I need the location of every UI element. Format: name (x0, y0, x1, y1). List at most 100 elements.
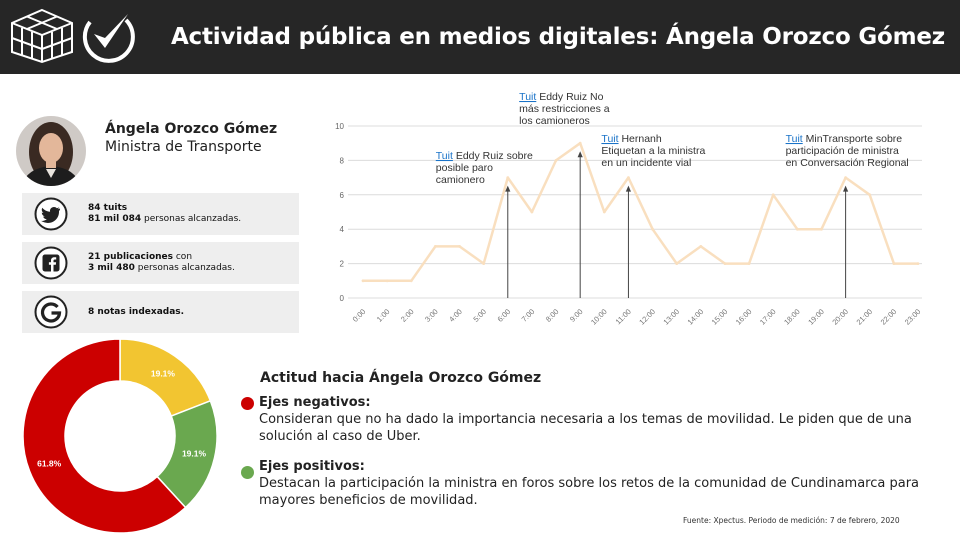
x-tick-label: 9:00 (568, 307, 585, 324)
negative-axes-text: Consideran que no ha dado la importancia… (259, 412, 912, 444)
data-point (699, 245, 703, 248)
annotation-text: en un incidente vial (601, 157, 691, 169)
annotation-text: en Conversación Regional (786, 157, 909, 169)
twitter-reach: 81 mil 084 (88, 214, 142, 224)
annotation-arrow-head (577, 151, 583, 158)
stat-card-facebook: 21 publicaciones con 3 mil 480 personas … (22, 242, 299, 284)
twitter-reach-suffix: personas alcanzadas. (141, 214, 242, 224)
annotation-tweet-link[interactable]: Tuit (436, 150, 453, 162)
google-icon (34, 295, 68, 329)
annotation-line: MinTransporte sobre (803, 133, 903, 145)
annotation-line: Eddy Ruiz No (536, 91, 603, 103)
x-tick-label: 12:00 (637, 307, 657, 327)
data-point (795, 227, 799, 231)
x-tick-label: 6:00 (496, 307, 513, 324)
sentiment-donut-chart: 19.1% 19.1% 61.8% (22, 338, 218, 534)
data-point (361, 279, 365, 283)
annotation-line: los camioneros (519, 115, 590, 127)
facebook-count: 21 publicaciones (88, 252, 173, 262)
x-tick-label: 11:00 (614, 307, 633, 326)
x-tick-label: 23:00 (903, 307, 923, 327)
data-point (916, 262, 920, 265)
x-tick-label: 18:00 (782, 307, 802, 327)
stat-card-twitter: 84 tuits 81 mil 084 personas alcanzadas. (22, 193, 299, 235)
google-count: 8 notas indexadas. (88, 306, 185, 317)
person-name: Ángela Orozco Gómez (105, 121, 278, 137)
y-tick-label: 8 (340, 156, 345, 165)
facebook-reach: 3 mil 480 (88, 263, 135, 273)
data-point (554, 159, 558, 162)
negative-axes-title: Ejes negativos: (259, 395, 371, 410)
x-tick-label: 1:00 (375, 307, 392, 324)
positive-axes-text: Destacan la participación la ministra en… (259, 476, 920, 508)
annotation-text: Tuit Eddy Ruiz sobre (436, 150, 533, 162)
annotation-text: participación de ministra (786, 145, 899, 157)
data-point (675, 262, 679, 265)
data-point (385, 279, 389, 283)
x-tick-label: 13:00 (661, 307, 681, 327)
annotation-arrow-head (505, 185, 511, 192)
negative-bullet (241, 397, 254, 410)
annotation-line: camionero (436, 174, 485, 186)
x-tick-label: 10:00 (589, 307, 609, 327)
y-tick-label: 6 (340, 191, 345, 200)
y-tick-label: 2 (340, 260, 345, 269)
data-point (844, 176, 848, 179)
facebook-count-suffix: con (173, 252, 193, 262)
data-point (820, 227, 823, 231)
annotation-line: en un incidente vial (601, 157, 691, 169)
annotation-text: Tuit Eddy Ruiz No (519, 91, 603, 103)
x-tick-label: 19:00 (806, 307, 826, 327)
annotation-tweet-link[interactable]: Tuit (786, 133, 803, 145)
positive-bullet (241, 466, 254, 479)
x-tick-label: 16:00 (734, 307, 754, 327)
annotation-line: Hernanh (619, 133, 662, 145)
annotation-text: camionero (436, 174, 485, 186)
annotation-text: más restricciones a (519, 103, 610, 115)
data-point (530, 210, 534, 214)
data-point (602, 210, 606, 214)
check-circle-icon (82, 14, 135, 63)
x-tick-label: 15:00 (710, 307, 730, 327)
stat-text-google: 8 notas indexadas. (88, 291, 184, 333)
data-point (458, 245, 461, 248)
data-point (409, 279, 413, 283)
x-tick-label: 22:00 (879, 307, 899, 327)
annotation-tweet-link[interactable]: Tuit (519, 91, 536, 103)
twitter-icon (34, 197, 68, 231)
x-tick-label: 8:00 (544, 307, 561, 324)
stat-text-facebook: 21 publicaciones con 3 mil 480 personas … (88, 242, 235, 284)
page-title: Actividad pública en medios digitales: Á… (170, 24, 945, 50)
x-tick-label: 4:00 (447, 307, 464, 324)
annotation-line: Eddy Ruiz sobre (453, 150, 533, 162)
donut-slice-label: 19.1% (151, 368, 176, 378)
x-tick-label: 20:00 (830, 307, 850, 327)
data-point (651, 227, 654, 231)
donut-slice-label: 61.8% (37, 459, 62, 469)
annotation-tweet-link[interactable]: Tuit (601, 133, 618, 145)
cube-grid-icon (11, 8, 73, 64)
facebook-icon (34, 246, 68, 280)
data-point (892, 262, 896, 265)
annotation-text: Tuit MinTransporte sobre (786, 133, 903, 145)
data-point (482, 262, 486, 265)
x-tick-label: 3:00 (423, 307, 440, 324)
data-point (506, 176, 510, 179)
donut-slice-label: 19.1% (182, 448, 207, 458)
stat-card-google: 8 notas indexadas. (22, 291, 299, 333)
donut-slice (22, 338, 187, 534)
x-tick-label: 17:00 (758, 307, 778, 327)
twitter-count: 84 tuits (88, 203, 128, 213)
header-bar: Actividad pública en medios digitales: Á… (0, 0, 960, 74)
hourly-activity-line-chart: 0 2 4 6 8 10 0:00 1:00 2:00 3:00 4:00 5:00 6:00 7:00 8… (335, 91, 923, 327)
x-tick-label: 5:00 (471, 307, 488, 324)
data-point (747, 262, 751, 265)
series-line (363, 141, 918, 283)
annotation-line: posible paro (436, 162, 493, 174)
y-tick-label: 0 (340, 294, 345, 303)
y-tick-label: 10 (335, 122, 344, 131)
data-point (723, 262, 727, 265)
annotation-text: Etiquetan a la ministra (601, 145, 705, 157)
data-point (627, 176, 630, 179)
data-point (771, 193, 775, 197)
